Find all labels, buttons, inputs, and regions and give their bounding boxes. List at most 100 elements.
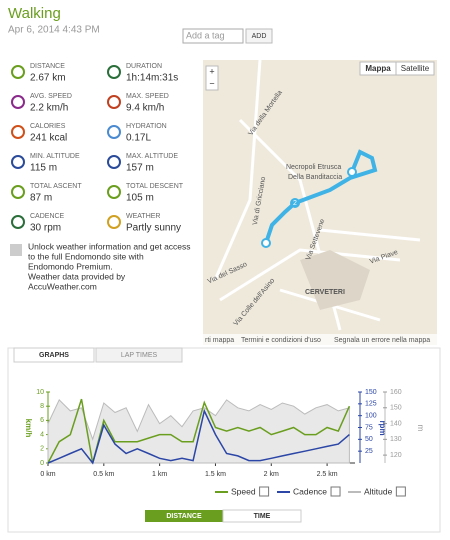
- zoom-control[interactable]: [205, 65, 219, 91]
- title: Walking: [8, 5, 61, 22]
- stat-value: 2.67 km: [30, 73, 66, 84]
- y3-label: m: [416, 425, 425, 432]
- stat-icon: [107, 65, 121, 79]
- weather-note: to the full Endomondo site with: [28, 251, 144, 261]
- legend-label: Altitude: [364, 486, 393, 496]
- stat-label: WEATHER: [126, 213, 160, 220]
- y2ticks-label: 50: [365, 436, 373, 443]
- y2ticks-label: 125: [365, 401, 377, 408]
- weather-note: Weather data provided by: [28, 271, 126, 281]
- y3ticks-label: 120: [390, 452, 402, 459]
- y3ticks-label: 160: [390, 389, 402, 396]
- zoom-out[interactable]: −: [209, 78, 214, 88]
- legend-label: Speed: [231, 486, 256, 496]
- legend-checkbox[interactable]: [330, 486, 341, 497]
- stat-value: 157 m: [126, 163, 154, 174]
- stat-icon: [107, 155, 121, 169]
- toggle-label: DISTANCE: [166, 513, 202, 520]
- zoom-in[interactable]: +: [209, 66, 214, 76]
- y3ticks-label: 140: [390, 420, 402, 427]
- stat-label: CADENCE: [30, 213, 65, 220]
- weather-note: Endomondo Premium.: [28, 261, 113, 271]
- x-tick-label: 0.5 km: [93, 471, 114, 478]
- stat-label: DURATION: [126, 63, 162, 70]
- x-tick-label: 1 km: [152, 471, 167, 478]
- stat-icon: [11, 215, 25, 229]
- map-label: Della Banditaccia: [288, 174, 342, 181]
- stat-label: CALORIES: [30, 123, 66, 130]
- yticks-label: 0: [40, 460, 44, 467]
- y3ticks-label: 130: [390, 436, 402, 443]
- stat-icon: [11, 95, 25, 109]
- yticks-label: 2: [40, 446, 44, 453]
- weather-note: Unlock weather information and get acces…: [28, 241, 191, 251]
- date: Apr 6, 2014 4:43 PM: [8, 25, 100, 36]
- stat-icon: [107, 215, 121, 229]
- stat-value: 105 m: [126, 193, 154, 204]
- stat-label: MIN. ALTITUDE: [30, 153, 80, 160]
- y2ticks-label: 150: [365, 389, 377, 396]
- map-footer-link[interactable]: rti mappa: [205, 337, 234, 344]
- stat-icon: [11, 65, 25, 79]
- stat-label: MAX. SPEED: [126, 93, 169, 100]
- legend-checkbox[interactable]: [395, 486, 406, 497]
- yticks-label: 10: [36, 389, 44, 396]
- y3ticks-label: 150: [390, 405, 402, 412]
- roads: [213, 59, 421, 331]
- altitude-area: [47, 399, 350, 464]
- y-label: km/h: [24, 419, 33, 438]
- tab-label: LAP TIMES: [121, 352, 158, 359]
- stat-label: TOTAL ASCENT: [30, 183, 82, 190]
- stat-label: HYDRATION: [126, 123, 167, 130]
- map-footer: [203, 334, 437, 345]
- map-label: Necropoli Etrusca: [286, 164, 341, 171]
- map-button-label: Satellite: [401, 64, 430, 73]
- legend-checkbox[interactable]: [259, 486, 270, 497]
- stat-value: 30 rpm: [30, 223, 61, 234]
- x-tick-label: 2.5 km: [317, 471, 338, 478]
- map-footer-link[interactable]: Termini e condizioni d'uso: [241, 337, 321, 344]
- legend-label: Cadence: [293, 486, 327, 496]
- weather-icon: [10, 244, 22, 256]
- x-tick-label: 2 km: [264, 471, 279, 478]
- map-label: CERVETERI: [305, 289, 345, 296]
- x-tick-label: 0 km: [40, 471, 55, 478]
- toggle-button[interactable]: [222, 509, 302, 523]
- toggle-button[interactable]: [145, 510, 223, 522]
- tag-input[interactable]: [182, 28, 244, 44]
- yticks-label: 6: [40, 417, 44, 424]
- stat-value: 9.4 km/h: [126, 103, 164, 114]
- route: [264, 149, 378, 244]
- series-line: [47, 408, 350, 465]
- stat-icon: [107, 185, 121, 199]
- add-button[interactable]: [245, 28, 273, 44]
- map: 2 Necropoli Etrusca Della Banditaccia CE…: [203, 59, 437, 345]
- tab[interactable]: [13, 347, 95, 363]
- stat-icon: [11, 155, 25, 169]
- stat-value: 87 m: [30, 193, 52, 204]
- map-button[interactable]: [395, 61, 435, 76]
- add-label: ADD: [252, 33, 267, 40]
- stat-value: 241 kcal: [30, 133, 67, 144]
- stat-value: 2.2 km/h: [30, 103, 68, 114]
- x-tick-label: 1.5 km: [205, 471, 226, 478]
- tab[interactable]: [95, 347, 183, 363]
- stat-label: MAX. ALTITUDE: [126, 153, 178, 160]
- stat-value: 0.17L: [126, 133, 151, 144]
- stat-icon: [11, 125, 25, 139]
- stat-icon: [11, 185, 25, 199]
- stat-value: Partly sunny: [126, 223, 181, 234]
- yticks-label: 8: [40, 403, 44, 410]
- y2ticks-label: 75: [365, 424, 373, 431]
- map-footer-link[interactable]: Segnala un errore nella mappa: [334, 337, 430, 344]
- map-button-label: Mappa: [365, 64, 391, 73]
- stat-label: AVG. SPEED: [30, 93, 72, 100]
- weather-note: AccuWeather.com: [28, 281, 97, 291]
- stat-label: TOTAL DESCENT: [126, 183, 184, 190]
- route-end: [347, 167, 357, 177]
- stat-icon: [107, 95, 121, 109]
- y2ticks-label: 25: [365, 448, 373, 455]
- y2-label: rpm: [378, 420, 387, 435]
- tag-placeholder: Add a tag: [186, 30, 225, 40]
- route-marker: [290, 198, 300, 208]
